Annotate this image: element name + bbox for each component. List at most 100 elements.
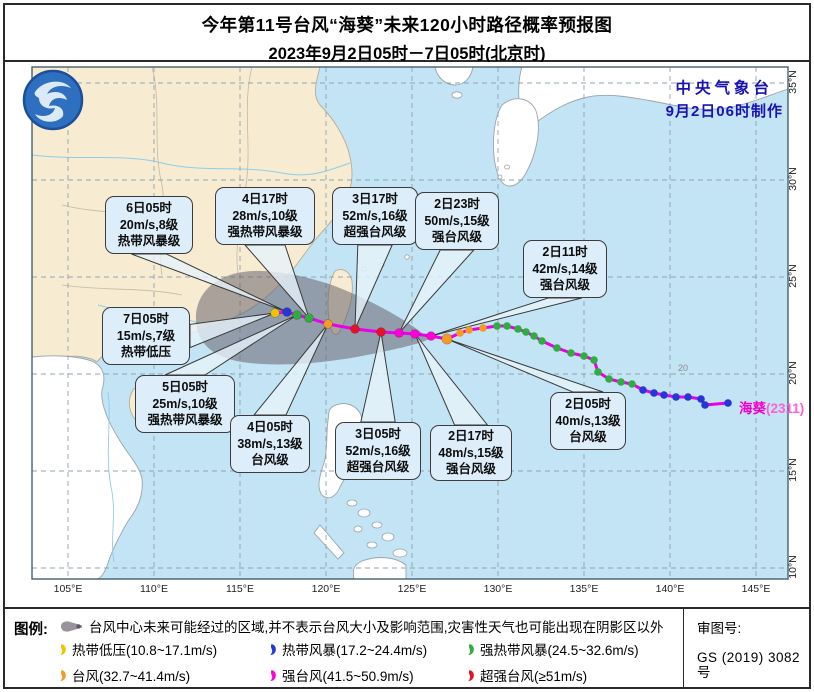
cma-typhoon-logo: [21, 68, 85, 137]
small-island-11: [353, 525, 363, 533]
callout-wind: 40m/s,13级: [555, 413, 621, 428]
lon-label-145°E: 145°E: [741, 583, 771, 595]
legend-item-超强台风: 超强台风(≥51m/s): [465, 665, 587, 685]
small-island-9: [357, 508, 371, 518]
callout-time: 2日05时: [565, 397, 611, 412]
forecast-point-0: [270, 308, 280, 318]
callout-tail-3: [398, 249, 475, 334]
lat-label-10°N: 10°N: [787, 555, 799, 579]
callout-level: 台风级: [569, 430, 607, 445]
province-border-3: [61, 284, 183, 296]
forecast-point-6: [376, 327, 386, 337]
observed-point-11: [580, 352, 588, 360]
callout-wind: 15m/s,7级: [116, 328, 176, 343]
storm-name: 海葵: [739, 401, 766, 416]
title-block: 今年第11号台风“海葵”未来120小时路径概率预报图 2023年9月2日05时－…: [5, 5, 809, 63]
observed-point-21: [684, 393, 692, 401]
page-title: 今年第11号台风“海葵”未来120小时路径概率预报图: [201, 15, 613, 35]
forecast-point-9: [426, 331, 436, 341]
forecast-callout-2日05时: 2日05时 40m/s,13级 台风级: [550, 392, 626, 450]
callout-wind: 52m/s,16级: [342, 208, 408, 223]
callout-level: 超强台风级: [343, 225, 407, 240]
forecast-callout-4日05时: 4日05时 38m/s,13级 台风级: [230, 415, 310, 473]
credit-time: 9月2日06时制作: [665, 103, 783, 120]
typhoon-marker-icon: [270, 643, 276, 655]
landmass-8: [313, 524, 345, 560]
callout-level: 超强台风级: [346, 460, 410, 475]
observed-point-17: [639, 386, 647, 394]
map-section: 20 中央气象台 9月2日06时制作 6日05时 20m/s,8级 热带风暴级 4日1…: [5, 62, 809, 608]
forecast-point-1: [282, 307, 292, 317]
small-island-8: [346, 499, 358, 507]
small-island-13: [366, 541, 378, 549]
observed-point-13: [594, 368, 602, 376]
observed-point-23: [701, 401, 709, 409]
lat-label-20°N: 20°N: [787, 361, 799, 385]
typhoon-marker-icon: [468, 669, 474, 681]
callout-tail-1: [243, 244, 310, 319]
callout-time: 7日05时: [123, 312, 169, 327]
forecast-point-10: [441, 333, 453, 345]
forecast-point-2: [292, 310, 302, 320]
callout-time: 3日05时: [355, 427, 401, 442]
typhoon-marker-icon: [468, 643, 474, 655]
observed-point-18: [650, 389, 658, 397]
small-island-15: [504, 164, 510, 170]
observed-point-3: [493, 322, 501, 330]
landmass-1: [31, 355, 143, 580]
observed-point-20: [672, 393, 680, 401]
observed-point-2: [479, 324, 487, 332]
callout-tail-5: [189, 312, 276, 349]
callout-time: 4日17时: [242, 192, 288, 207]
observed-point-8: [538, 337, 546, 345]
callout-level: 强热带风暴级: [147, 413, 223, 428]
legend-item-强热带风暴: 强热带风暴(24.5~32.6m/s): [465, 639, 639, 659]
callout-time: 6日05时: [126, 201, 172, 216]
lon-label-115°E: 115°E: [226, 583, 254, 595]
legend-item-label: 强热带风暴(24.5~32.6m/s): [480, 643, 639, 658]
observed-point-10: [567, 349, 575, 357]
callout-wind: 38m/s,13级: [237, 436, 303, 451]
forecast-point-8: [410, 329, 420, 339]
callout-wind: 28m/s,10级: [232, 208, 298, 223]
page-subtitle: 2023年9月2日05时－7日05时(北京时): [268, 45, 546, 63]
lon-label-110°E: 110°E: [140, 583, 168, 595]
storm-code: (2311): [766, 401, 805, 416]
callout-level: 热带风暴级: [117, 234, 181, 249]
logo-swirl-icon: [22, 69, 84, 131]
credit-agency: 中央气象台: [675, 80, 774, 97]
landmass-6: [493, 98, 539, 187]
legend-item-label: 强台风(41.5~50.9m/s): [282, 669, 414, 684]
forecast-callout-3日17时: 3日17时 52m/s,16级 超强台风级: [332, 187, 418, 245]
storm-name-label: 海葵(2311): [739, 397, 804, 417]
approval-label: 审图号:: [697, 621, 742, 636]
callout-level: 强台风级: [445, 462, 496, 477]
lat-label-35°N: 35°N: [787, 70, 799, 94]
map-approval-number: 审图号: GS (2019) 3082号: [697, 621, 809, 680]
lat-label-30°N: 30°N: [787, 167, 799, 191]
legend-title: 图例:: [14, 622, 48, 638]
callout-time: 2日17时: [448, 429, 494, 444]
callout-time: 3日17时: [352, 192, 398, 207]
legend-item-label: 台风(32.7~41.4m/s): [72, 669, 191, 684]
callout-tail-4: [430, 297, 582, 337]
observed-point-14: [605, 375, 613, 383]
observed-point-15: [617, 378, 625, 386]
small-island-14: [392, 548, 408, 558]
forecast-map: 20: [31, 66, 789, 580]
observed-point-6: [522, 328, 530, 336]
forecast-callout-2日17时: 2日17时 48m/s,15级 强台风级: [430, 425, 512, 481]
river-2: [107, 391, 115, 563]
cone-icon: [61, 620, 82, 632]
observed-point-4: [503, 322, 511, 330]
lon-label-105°E: 105°E: [53, 583, 83, 595]
callout-wind: 50m/s,15级: [424, 213, 490, 228]
forecast-point-5: [350, 324, 360, 334]
observed-point-1: [465, 326, 473, 334]
forecast-point-7: [394, 328, 404, 338]
small-island-0: [451, 91, 463, 99]
lon-label-130°E: 130°E: [483, 583, 513, 595]
cone-note-text: 台风中心未来可能经过的区域,并不表示台风大小及影响范围,灾害性天气也可能出现在阴…: [89, 620, 664, 635]
legend-divider: [683, 609, 684, 687]
callout-time: 5日05时: [162, 380, 208, 395]
